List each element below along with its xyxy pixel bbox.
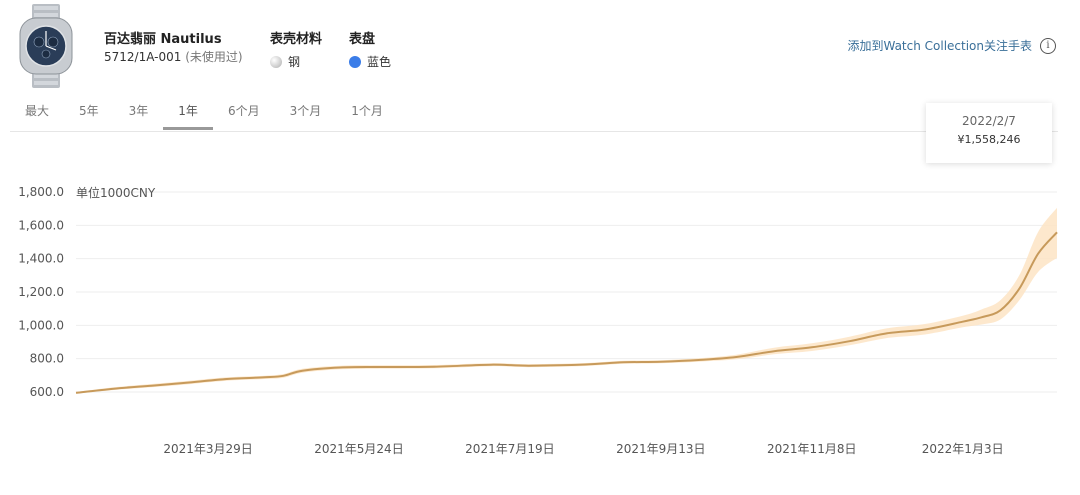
tab-1-month[interactable]: 1个月 (351, 104, 383, 118)
product-reference: 5712/1A-001 (未使用过) (104, 48, 243, 65)
product-name: 百达翡丽 Nautilus (104, 32, 222, 47)
y-tick-label: 1,600.0 (18, 218, 64, 232)
tab-6-months[interactable]: 6个月 (227, 104, 260, 118)
tab-3-months[interactable]: 3个月 (289, 104, 322, 118)
tab-max[interactable]: 最大 (25, 104, 50, 118)
add-to-watch-collection-link[interactable]: 添加到Watch Collection关注手表 i (847, 37, 1056, 54)
price-tooltip: 2022/2/7 ¥1,558,246 (926, 103, 1052, 163)
case-material-value: 钢 (288, 55, 301, 69)
tab-3-years[interactable]: 3年 (128, 104, 149, 118)
x-tick-label: 2021年9月13日 (616, 442, 705, 456)
info-icon[interactable]: i (1040, 37, 1056, 54)
reference-number: 5712/1A-001 (104, 50, 182, 64)
price-line (75, 231, 1058, 394)
add-to-collection-label[interactable]: 添加到Watch Collection关注手表 (847, 39, 1032, 53)
y-tick-label: 1,800.0 (18, 185, 64, 199)
tab-1-year[interactable]: 1年 (163, 92, 213, 130)
y-tick-label: 800.0 (30, 352, 64, 366)
watch-image (19, 4, 73, 88)
time-range-tabs: 最大 5年 3年 1年 6个月 3个月 1个月 (10, 92, 398, 130)
y-tick-label: 1,200.0 (18, 285, 64, 299)
y-tick-label: 1,000.0 (18, 318, 64, 332)
condition-label: (未使用过) (185, 50, 243, 64)
y-axis-unit-label: 单位1000CNY (76, 185, 156, 200)
tooltip-value: ¥1,558,246 (957, 133, 1021, 146)
blue-swatch-icon (349, 55, 361, 68)
y-tick-label: 600.0 (30, 385, 64, 399)
dial-title: 表盘 (349, 32, 376, 47)
x-tick-label: 2021年5月24日 (314, 442, 403, 456)
tooltip-date: 2022/2/7 (962, 114, 1016, 128)
y-tick-label: 1,400.0 (18, 252, 64, 266)
x-tick-label: 2021年7月19日 (465, 442, 554, 456)
dial-spec: 表盘 蓝色 (349, 28, 391, 70)
tabs-divider (10, 131, 1058, 132)
tab-5-years[interactable]: 5年 (79, 104, 99, 118)
x-tick-label: 2021年11月8日 (767, 442, 856, 456)
steel-swatch-icon (270, 55, 282, 68)
x-tick-label: 2021年3月29日 (163, 442, 252, 456)
case-material-title: 表壳材料 (270, 32, 323, 47)
dial-value: 蓝色 (367, 55, 392, 69)
case-material-spec: 表壳材料 钢 (270, 28, 322, 70)
x-tick-label: 2022年1月3日 (922, 442, 1004, 456)
